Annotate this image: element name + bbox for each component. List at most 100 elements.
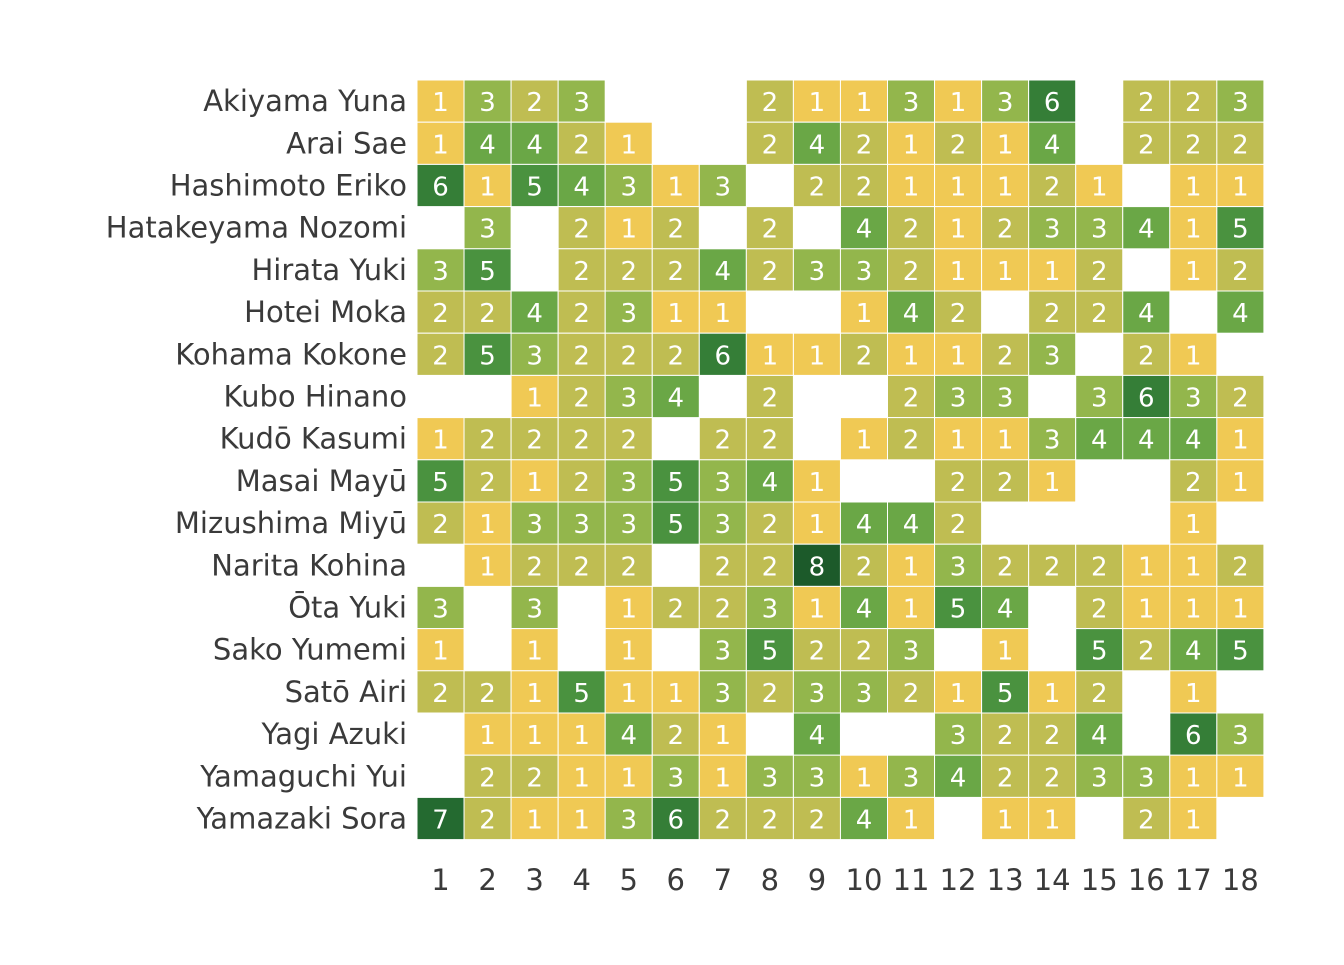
cell-value-label: 5 (668, 468, 685, 498)
cell-value-label: 3 (479, 215, 496, 245)
cell-value-label: 1 (950, 88, 967, 118)
cell-value-label: 2 (668, 595, 685, 625)
cell-value-label: 2 (715, 595, 732, 625)
cell-value-label: 2 (1091, 679, 1108, 709)
heatmap-cell (510, 290, 559, 334)
heatmap-cell (745, 501, 794, 545)
cell-value-label: 2 (1044, 552, 1061, 582)
heatmap-cell (745, 543, 794, 587)
heatmap-cell (1075, 163, 1124, 208)
heatmap-cell (981, 206, 1030, 250)
cell-value-label: 2 (668, 721, 685, 751)
heatmap-cell (745, 585, 794, 630)
cell-value-label: 2 (762, 679, 779, 709)
cell-value-label: 1 (573, 806, 590, 836)
heatmap-cell (792, 501, 841, 545)
cell-value-label: 2 (479, 806, 496, 836)
heatmap-cell (698, 712, 747, 756)
heatmap-cell (887, 290, 936, 334)
cell-value-label: 2 (479, 468, 496, 498)
heatmap-cell (887, 332, 936, 376)
heatmap-cell (981, 670, 1030, 714)
heatmap-cell (416, 501, 465, 545)
cell-value-label: 3 (668, 763, 685, 793)
heatmap-cell (698, 163, 747, 208)
heatmap-cell (1122, 374, 1171, 419)
column-label: 3 (525, 863, 543, 897)
cell-value-label: 3 (1044, 426, 1061, 456)
cell-value-label: 4 (479, 130, 496, 160)
cell-value-label: 2 (950, 299, 967, 329)
heatmap-cell (651, 459, 700, 503)
cell-value-label: 1 (479, 721, 496, 751)
cell-value-label: 4 (809, 130, 826, 160)
cell-value-label: 3 (1185, 384, 1202, 414)
heatmap-cell (981, 332, 1030, 376)
cell-value-label: 1 (620, 637, 637, 667)
heatmap-cell (792, 79, 841, 123)
cell-value-label: 1 (950, 341, 967, 371)
heatmap-cell (416, 628, 465, 672)
heatmap-cell (510, 543, 559, 587)
heatmap-cell (463, 290, 512, 334)
heatmap-cell (1028, 543, 1077, 587)
heatmap-cell (887, 79, 936, 123)
cell-value-label: 2 (950, 510, 967, 540)
heatmap-cell (1028, 248, 1077, 292)
heatmap-cell (934, 712, 983, 756)
cell-value-label: 4 (1138, 299, 1155, 329)
cell-value-label: 1 (903, 806, 920, 836)
heatmap-cell (651, 796, 700, 841)
heatmap-cell (1169, 712, 1218, 756)
cell-value-label: 1 (668, 679, 685, 709)
cell-value-label: 4 (668, 384, 685, 414)
cell-value-label: 2 (432, 299, 449, 329)
cell-value-label: 7 (432, 806, 449, 836)
heatmap-cell (557, 206, 606, 250)
cell-value-label: 2 (997, 341, 1014, 371)
column-label: 17 (1175, 863, 1212, 897)
cell-value-label: 5 (762, 637, 779, 667)
row-label: Kudō Kasumi (220, 422, 407, 456)
heatmap-cell (557, 543, 606, 587)
cell-value-label: 1 (526, 468, 543, 498)
heatmap-cell (792, 248, 841, 292)
cell-value-label: 5 (479, 257, 496, 287)
cell-value-label: 4 (573, 173, 590, 203)
cell-value-label: 4 (856, 215, 873, 245)
row-label: Kohama Kokone (175, 337, 407, 371)
heatmap-cell (463, 459, 512, 503)
cell-value-label: 1 (903, 130, 920, 160)
heatmap-cell (981, 417, 1030, 461)
heatmap-cell (1028, 670, 1077, 714)
heatmap-cell (1216, 79, 1265, 123)
heatmap-cell (1028, 459, 1077, 503)
cell-value-label: 1 (573, 763, 590, 793)
cell-value-label: 3 (715, 173, 732, 203)
heatmap-cell (1075, 543, 1124, 587)
heatmap-cell (839, 290, 889, 334)
cell-value-label: 1 (856, 88, 873, 118)
heatmap-cell (651, 374, 700, 419)
cell-value-label: 2 (762, 510, 779, 540)
row-label: Narita Kohina (211, 548, 407, 582)
cell-value-label: 3 (762, 763, 779, 793)
heatmap-cell (604, 374, 653, 419)
cell-value-label: 5 (573, 679, 590, 709)
column-label: 7 (714, 863, 732, 897)
heatmap-cell (1028, 79, 1077, 123)
heatmap-cell (1028, 163, 1077, 208)
cell-value-label: 2 (573, 257, 590, 287)
heatmap-cell (463, 79, 512, 123)
heatmap-cell (745, 628, 794, 672)
cell-value-label: 1 (1232, 426, 1249, 456)
heatmap-cell (745, 206, 794, 250)
heatmap-cell (1169, 374, 1218, 419)
cell-value-label: 5 (997, 679, 1014, 709)
heatmap-cell (887, 248, 936, 292)
cell-value-label: 5 (1232, 215, 1249, 245)
cell-value-label: 1 (1232, 763, 1249, 793)
column-label: 10 (846, 863, 883, 897)
row-label: Satō Airi (285, 675, 407, 709)
cell-value-label: 2 (903, 384, 920, 414)
